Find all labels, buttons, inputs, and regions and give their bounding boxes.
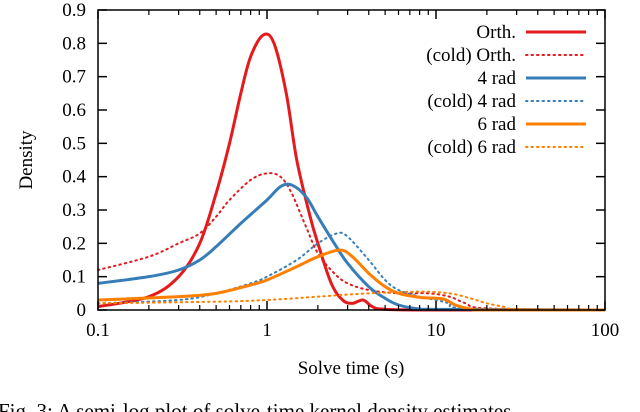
y-tick-label: 0.2 <box>62 233 86 254</box>
y-axis-label: Density <box>16 130 37 190</box>
legend-label: 6 rad <box>477 114 516 135</box>
x-tick-label: 1 <box>262 320 272 341</box>
legend-label: 4 rad <box>477 68 516 89</box>
y-tick-label: 0.4 <box>62 167 86 188</box>
series-line-5 <box>97 290 606 311</box>
x-tick-label: 0.1 <box>86 320 110 341</box>
x-tick-label: 10 <box>427 320 446 341</box>
x-axis-label: Solve time (s) <box>298 358 405 379</box>
legend-label: (cold) Orth. <box>426 45 516 66</box>
series-line-1 <box>97 172 606 311</box>
series-line-4 <box>97 248 605 312</box>
y-tick-label: 0 <box>77 300 87 321</box>
figure-caption: Fig. 3: A semi-log plot of solve-time ke… <box>0 399 511 412</box>
series-line-2 <box>97 182 606 312</box>
y-tick-label: 0.9 <box>62 0 86 21</box>
y-tick-label: 0.8 <box>62 33 86 54</box>
x-tick-label: 100 <box>591 320 620 341</box>
legend-label: (cold) 4 rad <box>427 91 516 112</box>
y-tick-label: 0.6 <box>62 100 86 121</box>
y-tick-label: 0.1 <box>62 267 86 288</box>
legend-label: Orth. <box>476 22 516 43</box>
legend-label: (cold) 6 rad <box>427 137 516 158</box>
y-tick-label: 0.5 <box>62 133 86 154</box>
plot-frame <box>97 9 606 311</box>
y-tick-label: 0.3 <box>62 200 86 221</box>
y-tick-label: 0.7 <box>62 67 86 88</box>
series-line-0 <box>97 32 605 312</box>
